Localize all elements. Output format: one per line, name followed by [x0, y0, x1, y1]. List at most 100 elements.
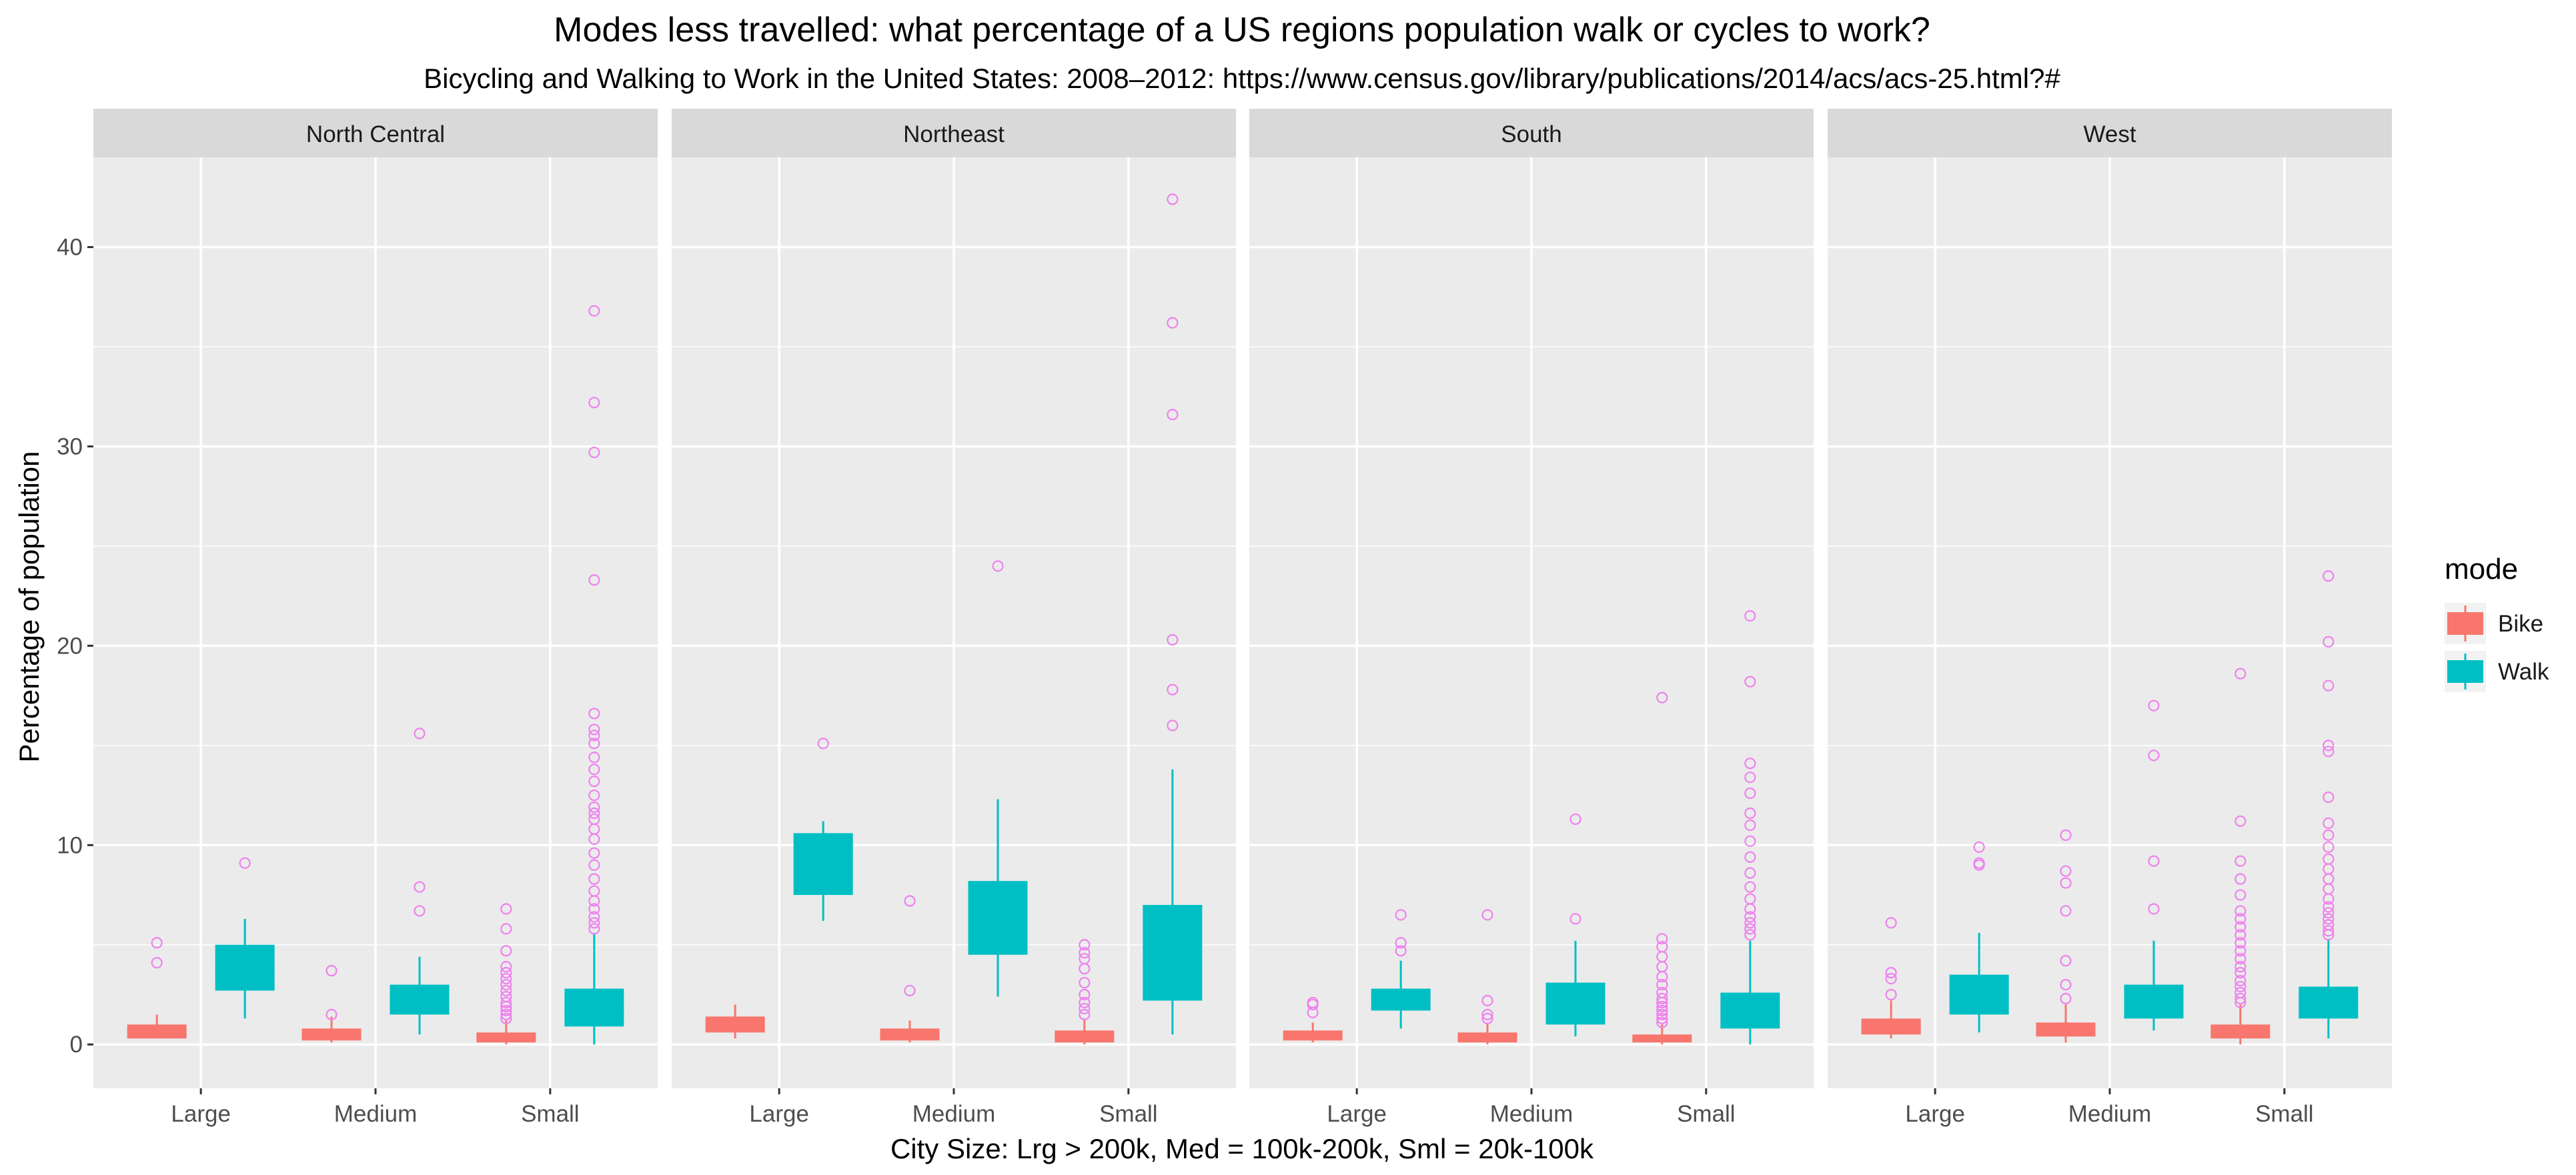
outlier-point [2234, 929, 2246, 941]
outlier-point [588, 911, 600, 923]
outlier-point [239, 857, 251, 869]
outlier-point [500, 1008, 512, 1020]
outlier-point [588, 764, 600, 776]
outlier-point [500, 978, 512, 991]
x-tick-label: Medium [2068, 1101, 2151, 1127]
outlier-point [1167, 720, 1179, 732]
y-tick-label: 20 [57, 633, 83, 659]
outlier-point [2060, 865, 2072, 877]
facet-strip [1249, 109, 1814, 157]
outlier-point [2323, 841, 2335, 853]
outlier-point [588, 917, 600, 929]
outlier-point [588, 397, 600, 409]
outlier-point [1167, 684, 1179, 696]
facet-panels: North Central Large Medium Small Northeast La… [93, 109, 2392, 1127]
outlier-point [500, 1004, 512, 1017]
outlier-point [1079, 939, 1091, 951]
outlier-point [588, 789, 600, 802]
outlier-point [2234, 921, 2246, 933]
outlier-point [2234, 992, 2246, 1005]
box-walk [215, 857, 275, 1019]
x-tick-label: Large [1327, 1101, 1387, 1127]
outlier-point [1744, 819, 1756, 832]
outlier-point [1395, 945, 1407, 957]
outlier-point [2234, 889, 2246, 901]
x-tick-label: Medium [1490, 1101, 1573, 1127]
outlier-point [2060, 992, 2072, 1005]
box-body [301, 1028, 362, 1041]
x-tick-label: Small [2255, 1101, 2314, 1127]
facet-strip-label: North Central [306, 121, 445, 147]
outlier-point [1167, 634, 1179, 646]
outlier-point [1885, 988, 1897, 1001]
outlier-point [1744, 772, 1756, 784]
outlier-point [326, 1008, 338, 1020]
outlier-point [1481, 909, 1493, 921]
outlier-point [2234, 986, 2246, 999]
outlier-point [500, 990, 512, 1003]
outlier-point [500, 945, 512, 957]
outlier-point [1656, 986, 1668, 999]
box-body [705, 1016, 765, 1033]
box-body [1143, 904, 1203, 1001]
box-body [1632, 1034, 1692, 1043]
outlier-point [588, 801, 600, 814]
outlier-point [2060, 905, 2072, 917]
outlier-point [1656, 933, 1668, 945]
outlier-point [2323, 740, 2335, 752]
outlier-point [2234, 953, 2246, 965]
box-body [564, 988, 624, 1027]
facet-panel: South Large Medium Small [1249, 109, 1814, 1127]
outlier-point [500, 996, 512, 1009]
outlier-point [588, 807, 600, 820]
outlier-point [500, 961, 512, 973]
facet-panel: Northeast Large Medium Small [672, 109, 1236, 1127]
outlier-point [1885, 917, 1897, 929]
outlier-point [1481, 994, 1493, 1007]
facet-strip [672, 109, 1236, 157]
outlier-point [992, 560, 1004, 572]
box-body [1545, 982, 1605, 1025]
outlier-point [1167, 409, 1179, 421]
outlier-point [2060, 829, 2072, 841]
box-body [2036, 1022, 2096, 1037]
outlier-point [1079, 1002, 1091, 1015]
outlier-point [1744, 835, 1756, 847]
outlier-point [2234, 855, 2246, 867]
outlier-point [2323, 817, 2335, 830]
outlier-point [1973, 857, 1985, 869]
box-body [968, 881, 1028, 955]
outlier-point [588, 305, 600, 317]
outlier-point [1079, 947, 1091, 959]
outlier-point [1656, 1016, 1668, 1028]
outlier-point [2234, 961, 2246, 973]
chart-title: Modes less travelled: what percentage of… [554, 11, 1930, 49]
outlier-point [151, 937, 163, 949]
outlier-point [1885, 972, 1897, 985]
y-axis: 0 10 20 30 40 [57, 235, 93, 1058]
y-axis-label: Percentage of population [13, 451, 45, 762]
outlier-point [1569, 913, 1581, 925]
outlier-point [588, 738, 600, 750]
box-body [880, 1028, 940, 1041]
outlier-point [326, 965, 338, 977]
outlier-point [500, 967, 512, 979]
legend-item-walk: Walk [2445, 651, 2549, 692]
box-walk [564, 305, 624, 1045]
legend-label: Walk [2498, 659, 2549, 685]
outlier-point [588, 446, 600, 459]
outlier-point [817, 738, 829, 750]
outlier-point [1656, 1012, 1668, 1024]
box-bike [2210, 668, 2271, 1045]
outlier-point [1079, 1008, 1091, 1020]
outlier-point [588, 885, 600, 897]
outlier-point [1656, 978, 1668, 991]
outlier-point [1656, 1000, 1668, 1013]
box-walk [2124, 700, 2184, 1031]
outlier-point [1973, 841, 1985, 853]
outlier-point [2234, 980, 2246, 993]
outlier-point [2323, 746, 2335, 758]
outlier-point [1167, 317, 1179, 329]
facet-panel: North Central Large Medium Small [93, 109, 658, 1127]
